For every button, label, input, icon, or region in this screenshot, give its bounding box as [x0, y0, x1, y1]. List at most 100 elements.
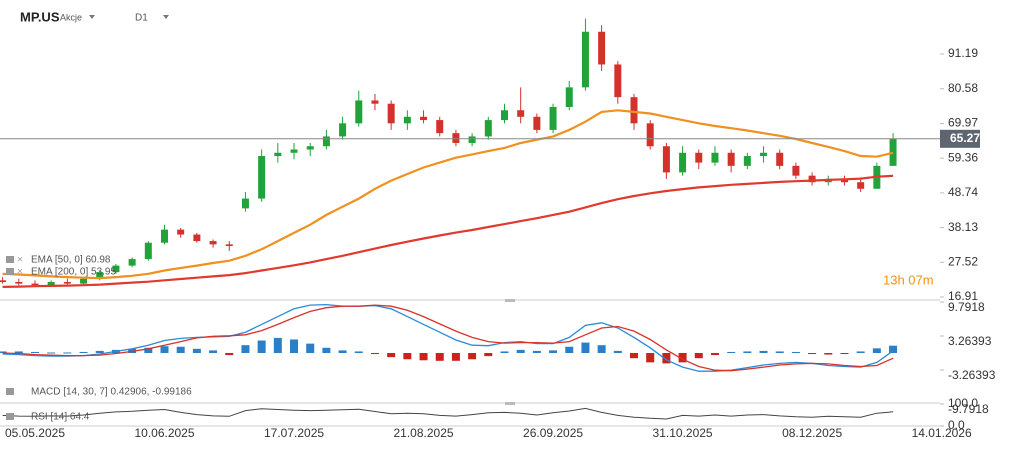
candle-body	[177, 229, 185, 235]
legend-icon[interactable]	[6, 413, 14, 420]
y-tick-label: 48.74	[948, 185, 978, 199]
histogram-bar	[370, 353, 379, 355]
histogram-bar	[338, 350, 347, 353]
histogram-bar	[0, 351, 7, 353]
x-tick-label: 26.09.2025	[523, 426, 583, 440]
candle-body	[452, 133, 460, 143]
histogram-bar	[646, 353, 655, 363]
candle-body	[322, 136, 330, 147]
candle-body	[193, 234, 201, 242]
candle-body	[500, 110, 508, 121]
histogram-bar	[435, 353, 444, 361]
histogram-bar	[79, 351, 88, 353]
histogram-bar	[597, 345, 606, 353]
legend-entry: EMA [200, 0] 53.95	[31, 267, 116, 278]
candle-body	[306, 146, 314, 150]
interval-dropdown[interactable]	[163, 15, 169, 19]
candle-body	[290, 149, 298, 153]
pane-handle[interactable]	[505, 402, 515, 405]
histogram-bar	[209, 350, 218, 353]
candle-body	[743, 156, 751, 166]
legend-entry: MACD [14, 30, 7] 0.42906, -0.99186	[31, 387, 192, 398]
histogram-bar	[694, 353, 703, 359]
y-tick-label: 59.36	[948, 150, 978, 164]
symbol[interactable]: MP.US	[20, 9, 60, 24]
legend-remove[interactable]: ×	[17, 255, 23, 266]
histogram-bar	[581, 342, 590, 353]
histogram-bar	[47, 352, 56, 354]
x-tick-label: 21.08.2025	[394, 426, 454, 440]
candle-body	[468, 136, 476, 143]
histogram-bar	[532, 350, 541, 353]
y-tick-label: 16.91	[948, 289, 978, 303]
histogram-bar	[549, 350, 558, 353]
y-tick-label: 100.0	[948, 396, 978, 410]
candle-body	[96, 272, 104, 279]
x-tick-label: 17.07.2025	[264, 426, 324, 440]
candle-body	[31, 283, 39, 286]
histogram-bar	[791, 351, 800, 353]
histogram-bar	[484, 353, 493, 357]
interval[interactable]: D1	[135, 13, 148, 24]
candle-body	[727, 152, 735, 166]
histogram-bar	[290, 339, 299, 353]
legend-entry: RSI [14] 64.4	[31, 412, 90, 423]
histogram-bar	[403, 353, 412, 360]
legend-icon[interactable]	[6, 388, 14, 395]
histogram-bar	[889, 345, 898, 353]
histogram-bar	[144, 347, 153, 353]
histogram-bar	[63, 352, 72, 354]
histogram-bar	[516, 349, 525, 353]
y-tick-label: -3.26393	[948, 368, 996, 382]
candle-body	[646, 123, 654, 147]
pane-handle[interactable]	[505, 299, 515, 302]
candle-body	[565, 87, 573, 107]
histogram-bar	[241, 345, 250, 353]
candle-body	[403, 116, 411, 124]
histogram-bar	[565, 346, 574, 353]
ema-line	[2, 109, 894, 280]
candle-body	[144, 242, 152, 260]
market-dropdown[interactable]	[89, 15, 95, 19]
rsi-line	[2, 407, 894, 420]
candle-body	[274, 152, 282, 157]
y-tick-label: 69.97	[948, 116, 978, 130]
candle-body	[355, 100, 363, 124]
y-tick-label: 0.0	[948, 418, 965, 432]
legend-icon[interactable]	[6, 268, 14, 275]
legend-entry: EMA [50, 0] 60.98	[31, 255, 111, 266]
y-tick-label: -9.7918	[948, 402, 989, 416]
histogram-bar	[387, 353, 396, 358]
candle-body	[792, 165, 800, 176]
histogram-bar	[273, 337, 282, 353]
histogram-bar	[322, 347, 331, 353]
x-tick-label: 10.06.2025	[134, 426, 194, 440]
candle-body	[614, 64, 622, 98]
candle-body	[808, 175, 816, 183]
histogram-bar	[257, 340, 266, 353]
histogram-bar	[743, 351, 752, 353]
candle-body	[549, 106, 557, 130]
histogram-bar	[662, 353, 671, 364]
candle-body	[225, 244, 233, 246]
candle-body	[128, 259, 136, 266]
x-tick-label: 05.05.2025	[5, 426, 65, 440]
candle-body	[387, 103, 395, 124]
candle-body	[840, 178, 848, 183]
histogram-bar	[840, 353, 849, 355]
histogram-bar	[306, 343, 315, 353]
y-tick-label: 38.13	[948, 220, 978, 234]
histogram-bar	[678, 353, 687, 363]
legend-remove[interactable]: ×	[17, 267, 23, 278]
histogram-bar	[808, 353, 817, 355]
histogram-bar	[160, 346, 169, 353]
x-tick-label: 31.10.2025	[653, 426, 713, 440]
histogram-bar	[30, 351, 39, 353]
legend-icon[interactable]	[6, 256, 14, 263]
ema-line	[2, 174, 894, 288]
histogram-bar	[727, 351, 736, 353]
candle-body	[371, 100, 379, 104]
histogram-bar	[451, 353, 460, 361]
histogram-bar	[759, 350, 768, 353]
candle-body	[857, 182, 865, 189]
